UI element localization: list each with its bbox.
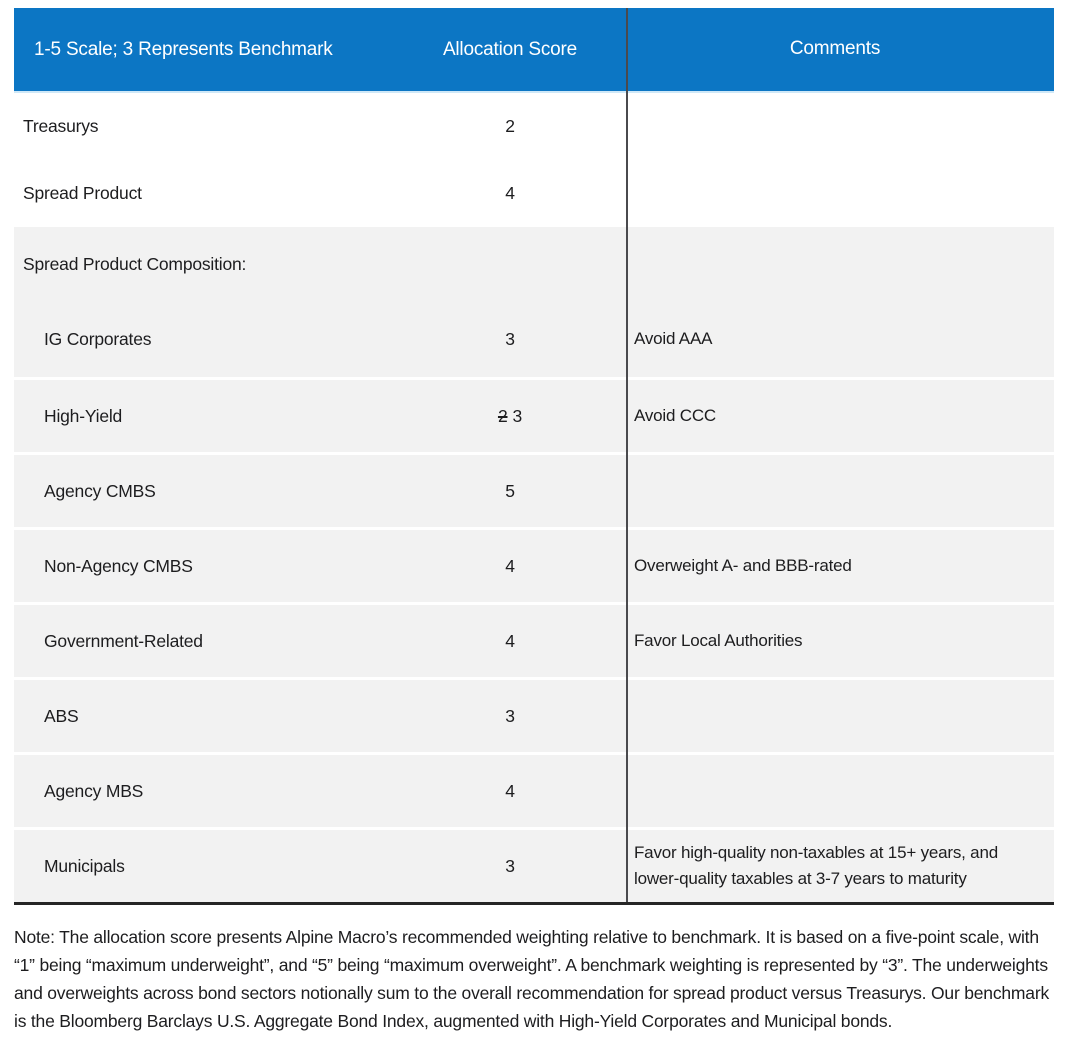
score-value: 3: [505, 329, 515, 349]
score-value: 2: [505, 116, 515, 136]
table-row-agency-mbs: Agency MBS 4: [14, 755, 1054, 827]
table-row-abs: ABS 3: [14, 680, 1054, 752]
comment-text: Overweight A- and BBB-rated: [634, 555, 852, 575]
comment-text: Avoid AAA: [634, 329, 713, 349]
table-row-government-related: Government-Related 4 Favor Local Authori…: [14, 605, 1054, 677]
row-label: Government-Related: [44, 630, 203, 651]
score-value: 5: [505, 480, 515, 501]
score-value: 3: [512, 405, 523, 426]
row-label: High-Yield: [44, 405, 123, 426]
table-row-non-agency-cmbs: Non-Agency CMBS 4 Overweight A- and BBB-…: [14, 530, 1054, 602]
header-comments: Comments: [789, 38, 881, 60]
row-label: IG Corporates: [44, 329, 152, 349]
table-row-agency-cmbs: Agency CMBS 5: [14, 455, 1054, 527]
column-divider-line: [626, 8, 628, 902]
score-value: 3: [505, 705, 515, 726]
table-row-ig-corporates: IG Corporates 3 Avoid AAA: [14, 302, 1054, 377]
struck-previous-score: 2: [497, 405, 508, 426]
row-label: Municipals: [44, 855, 125, 876]
header-allocation-score: Allocation Score: [442, 38, 578, 60]
row-label: Treasurys: [23, 116, 99, 136]
header-scale-label: 1-5 Scale; 3 Represents Benchmark: [34, 38, 333, 60]
table-row-composition-header: Spread Product Composition:: [14, 227, 1054, 302]
footnote: Note: The allocation score presents Alpi…: [14, 927, 1050, 1031]
table-row-municipals: Municipals 3 Favor high-quality non-taxa…: [14, 830, 1054, 902]
score-value: 3: [505, 855, 515, 876]
spread-product-composition-block: Spread Product Composition: IG Corporate…: [14, 227, 1054, 377]
section-label: Spread Product Composition:: [23, 254, 247, 274]
allocation-table: 1-5 Scale; 3 Represents Benchmark Alloca…: [14, 8, 1054, 905]
comment-text: Favor high-quality non-taxables at 15+ y…: [634, 842, 998, 888]
score-value: 4: [505, 555, 515, 576]
row-label: ABS: [44, 705, 79, 726]
score-value: 4: [505, 780, 515, 801]
score-value: 4: [505, 183, 515, 203]
row-label: Spread Product: [23, 183, 142, 203]
row-label: Non-Agency CMBS: [44, 555, 193, 576]
score-value: 4: [505, 630, 515, 651]
table-row-spread-product: Spread Product 4: [14, 160, 1054, 227]
comment-text: Avoid CCC: [634, 405, 716, 425]
table-row-treasurys: Treasurys 2: [14, 93, 1054, 160]
table-header-row: 1-5 Scale; 3 Represents Benchmark Alloca…: [14, 8, 1054, 93]
row-label: Agency MBS: [44, 780, 144, 801]
row-label: Agency CMBS: [44, 480, 156, 501]
comment-text: Favor Local Authorities: [634, 630, 803, 650]
